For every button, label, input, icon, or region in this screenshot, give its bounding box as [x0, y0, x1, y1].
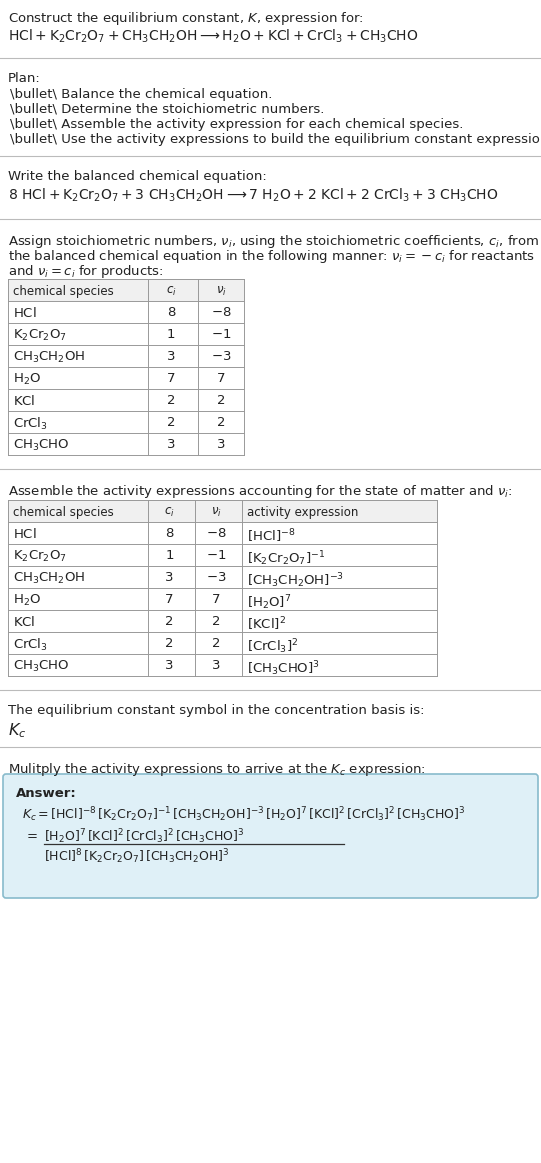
Text: Plan:: Plan:	[8, 72, 41, 85]
Text: $\mathrm{CH_3CHO}$: $\mathrm{CH_3CHO}$	[13, 438, 70, 454]
Text: 7: 7	[217, 372, 225, 385]
Text: 3: 3	[212, 659, 221, 672]
Text: $\mathrm{HCl}$: $\mathrm{HCl}$	[13, 306, 37, 320]
Text: $-3$: $-3$	[211, 350, 231, 363]
Text: 3: 3	[167, 350, 175, 363]
Text: Construct the equilibrium constant, $K$, expression for:: Construct the equilibrium constant, $K$,…	[8, 10, 364, 27]
Text: 7: 7	[165, 593, 174, 606]
Text: activity expression: activity expression	[247, 506, 358, 519]
Text: 3: 3	[165, 571, 174, 584]
Text: $\nu_i$: $\nu_i$	[211, 506, 222, 519]
Text: \bullet\ Determine the stoichiometric numbers.: \bullet\ Determine the stoichiometric nu…	[10, 104, 325, 116]
Text: $-1$: $-1$	[206, 549, 227, 562]
Text: Answer:: Answer:	[16, 787, 77, 800]
Bar	[8, 279, 244, 301]
Text: 3: 3	[165, 659, 174, 672]
Text: $-8$: $-8$	[206, 527, 227, 540]
Text: 2: 2	[167, 394, 175, 407]
Text: $\mathrm{H_2O}$: $\mathrm{H_2O}$	[13, 593, 41, 608]
Text: $\mathrm{CrCl_3}$: $\mathrm{CrCl_3}$	[13, 637, 48, 654]
FancyBboxPatch shape	[3, 775, 538, 898]
Text: $8\ \mathrm{HCl + K_2Cr_2O_7 + 3\ CH_3CH_2OH \longrightarrow 7\ H_2O + 2\ KCl + : $8\ \mathrm{HCl + K_2Cr_2O_7 + 3\ CH_3CH…	[8, 187, 498, 205]
Text: 8: 8	[166, 527, 174, 540]
Text: 2: 2	[217, 416, 225, 429]
Text: 1: 1	[167, 328, 175, 341]
Text: \bullet\ Assemble the activity expression for each chemical species.: \bullet\ Assemble the activity expressio…	[10, 117, 464, 131]
Text: chemical species: chemical species	[13, 506, 114, 519]
Text: Assign stoichiometric numbers, $\nu_i$, using the stoichiometric coefficients, $: Assign stoichiometric numbers, $\nu_i$, …	[8, 233, 539, 250]
Text: $K_c$: $K_c$	[8, 721, 27, 740]
Text: 8: 8	[167, 306, 175, 319]
Text: Assemble the activity expressions accounting for the state of matter and $\nu_i$: Assemble the activity expressions accoun…	[8, 483, 513, 500]
Text: $[\mathrm{HCl}]^{-8}$: $[\mathrm{HCl}]^{-8}$	[247, 527, 295, 544]
Text: 2: 2	[165, 615, 174, 628]
Text: The equilibrium constant symbol in the concentration basis is:: The equilibrium constant symbol in the c…	[8, 704, 425, 718]
Text: 2: 2	[212, 637, 221, 650]
Text: $\mathrm{H_2O}$: $\mathrm{H_2O}$	[13, 372, 41, 387]
Bar	[8, 500, 437, 522]
Text: $\mathrm{HCl}$: $\mathrm{HCl}$	[13, 527, 37, 541]
Text: Mulitply the activity expressions to arrive at the $K_c$ expression:: Mulitply the activity expressions to arr…	[8, 761, 426, 778]
Text: 7: 7	[212, 593, 221, 606]
Text: $\mathrm{KCl}$: $\mathrm{KCl}$	[13, 394, 36, 408]
Text: $[\mathrm{CrCl_3}]^{2}$: $[\mathrm{CrCl_3}]^{2}$	[247, 637, 299, 656]
Text: $[\mathrm{K_2Cr_2O_7}]^{-1}$: $[\mathrm{K_2Cr_2O_7}]^{-1}$	[247, 549, 325, 568]
Text: $-3$: $-3$	[206, 571, 227, 584]
Text: \bullet\ Use the activity expressions to build the equilibrium constant expressi: \bullet\ Use the activity expressions to…	[10, 133, 541, 147]
Text: and $\nu_i = c_i$ for products:: and $\nu_i = c_i$ for products:	[8, 263, 163, 280]
Text: chemical species: chemical species	[13, 285, 114, 298]
Text: $-8$: $-8$	[210, 306, 232, 319]
Text: \bullet\ Balance the chemical equation.: \bullet\ Balance the chemical equation.	[10, 88, 272, 101]
Text: $\mathrm{CH_3CHO}$: $\mathrm{CH_3CHO}$	[13, 659, 70, 675]
Text: 3: 3	[217, 438, 225, 451]
Text: 7: 7	[167, 372, 175, 385]
Text: $\mathrm{CH_3CH_2OH}$: $\mathrm{CH_3CH_2OH}$	[13, 571, 85, 586]
Text: $=$: $=$	[24, 828, 38, 842]
Text: $\mathrm{CH_3CH_2OH}$: $\mathrm{CH_3CH_2OH}$	[13, 350, 85, 365]
Text: 1: 1	[165, 549, 174, 562]
Text: $\mathrm{KCl}$: $\mathrm{KCl}$	[13, 615, 36, 629]
Text: 2: 2	[217, 394, 225, 407]
Text: $c_i$: $c_i$	[164, 506, 175, 519]
Text: Write the balanced chemical equation:: Write the balanced chemical equation:	[8, 170, 267, 183]
Text: $-1$: $-1$	[211, 328, 231, 341]
Text: $K_c = [\mathrm{HCl}]^{-8}\,[\mathrm{K_2Cr_2O_7}]^{-1}\,[\mathrm{CH_3CH_2OH}]^{-: $K_c = [\mathrm{HCl}]^{-8}\,[\mathrm{K_2…	[22, 805, 465, 823]
Text: $\mathrm{CrCl_3}$: $\mathrm{CrCl_3}$	[13, 416, 48, 433]
Text: 2: 2	[167, 416, 175, 429]
Text: $\mathrm{HCl + K_2Cr_2O_7 + CH_3CH_2OH \longrightarrow H_2O + KCl + CrCl_3 + CH_: $\mathrm{HCl + K_2Cr_2O_7 + CH_3CH_2OH \…	[8, 28, 419, 45]
Text: $[\mathrm{HCl}]^{8}\,[\mathrm{K_2Cr_2O_7}]\,[\mathrm{CH_3CH_2OH}]^{3}$: $[\mathrm{HCl}]^{8}\,[\mathrm{K_2Cr_2O_7…	[44, 847, 229, 865]
Text: $\mathrm{K_2Cr_2O_7}$: $\mathrm{K_2Cr_2O_7}$	[13, 549, 67, 564]
Text: $[\mathrm{H_2O}]^{7}\,[\mathrm{KCl}]^{2}\,[\mathrm{CrCl_3}]^{2}\,[\mathrm{CH_3CH: $[\mathrm{H_2O}]^{7}\,[\mathrm{KCl}]^{2}…	[44, 827, 244, 846]
Text: $c_i$: $c_i$	[166, 285, 176, 298]
Text: $[\mathrm{CH_3CH_2OH}]^{-3}$: $[\mathrm{CH_3CH_2OH}]^{-3}$	[247, 571, 344, 590]
Text: $[\mathrm{KCl}]^{2}$: $[\mathrm{KCl}]^{2}$	[247, 615, 286, 633]
Text: $\mathrm{K_2Cr_2O_7}$: $\mathrm{K_2Cr_2O_7}$	[13, 328, 67, 343]
Text: the balanced chemical equation in the following manner: $\nu_i = -c_i$ for react: the balanced chemical equation in the fo…	[8, 248, 535, 265]
Text: 3: 3	[167, 438, 175, 451]
Text: $\nu_i$: $\nu_i$	[216, 285, 226, 298]
Text: $[\mathrm{CH_3CHO}]^{3}$: $[\mathrm{CH_3CHO}]^{3}$	[247, 659, 320, 678]
Text: $[\mathrm{H_2O}]^{7}$: $[\mathrm{H_2O}]^{7}$	[247, 593, 292, 612]
Text: 2: 2	[212, 615, 221, 628]
Text: 2: 2	[165, 637, 174, 650]
